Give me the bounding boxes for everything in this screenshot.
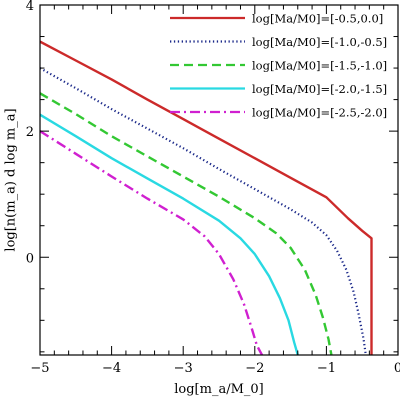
y-tick-label: 4	[26, 0, 34, 14]
series-line-1	[40, 40, 373, 355]
ticks-layer: −5 −4 −3 −2 −1 0 0 2 4	[26, 0, 400, 376]
legend-label-4: log[Ma/M0]=[-2.0,-1.5]	[252, 82, 387, 96]
series-line-3	[40, 92, 333, 355]
legend-label-5: log[Ma/M0]=[-2.5,-2.0]	[252, 106, 387, 120]
series-layer	[40, 40, 373, 355]
legend: log[Ma/M0]=[-0.5,0.0] log[Ma/M0]=[-1.0,-0…	[170, 12, 387, 120]
series-line-4	[40, 113, 299, 355]
y-tick-label: 0	[26, 251, 34, 266]
legend-label-2: log[Ma/M0]=[-1.0,-0.5]	[252, 35, 387, 49]
y-axis-title: log[n(m_a) d log m_a]	[4, 108, 19, 251]
x-tick-label: −4	[102, 361, 121, 376]
x-tick-label: −5	[30, 361, 49, 376]
x-tick-label: −2	[245, 361, 264, 376]
legend-label-1: log[Ma/M0]=[-0.5,0.0]	[252, 12, 383, 26]
series-line-2	[40, 67, 367, 355]
plot-frame	[39, 4, 399, 356]
series-line-5	[40, 130, 264, 355]
x-axis-title: log[m_a/M_0]	[174, 382, 264, 397]
x-tick-label: −3	[174, 361, 193, 376]
x-tick-label: −1	[317, 361, 336, 376]
legend-label-3: log[Ma/M0]=[-1.5,-1.0]	[252, 59, 387, 73]
x-tick-label: 0	[394, 361, 400, 376]
y-tick-label: 2	[26, 125, 34, 140]
